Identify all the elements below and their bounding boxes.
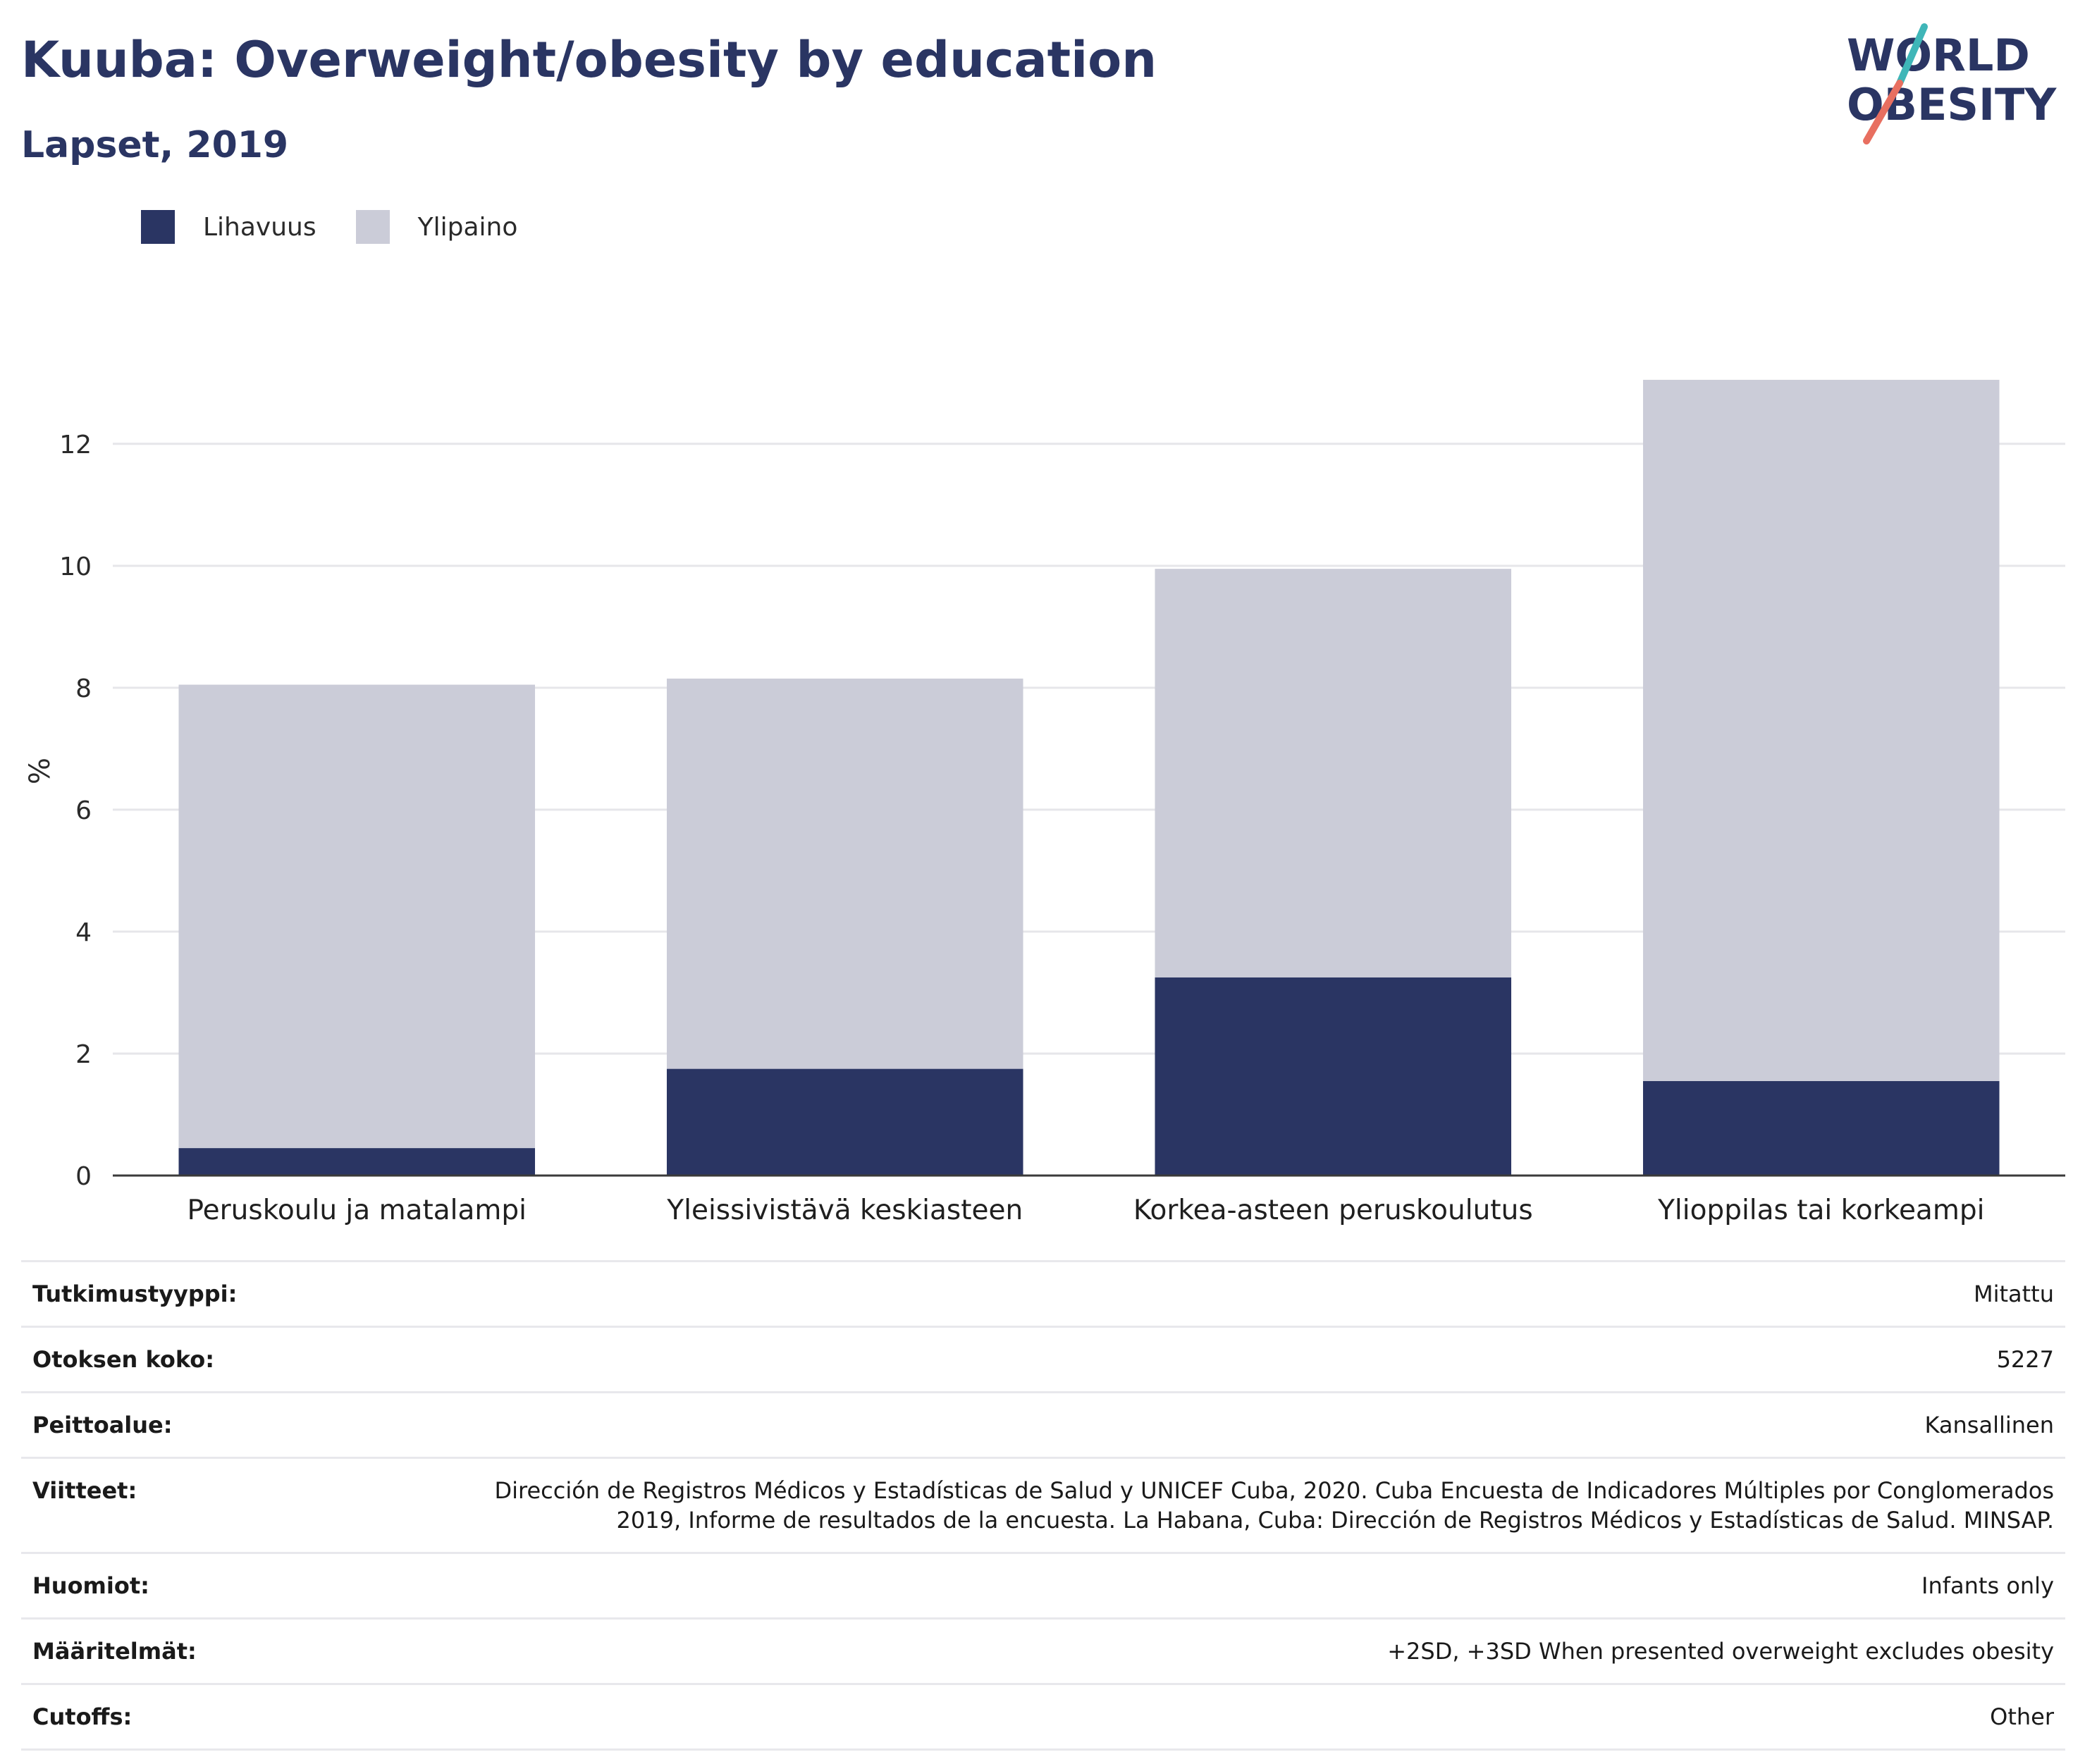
logo-text-obesity: OBESITY	[1847, 79, 2057, 130]
info-key: Huomiot:	[32, 1572, 149, 1599]
info-key: Tutkimustyyppi:	[32, 1281, 238, 1307]
info-value: Mitattu	[1973, 1281, 2054, 1307]
info-row: Huomiot: Infants only	[21, 1554, 2065, 1620]
y-tick-label: 12	[59, 431, 92, 459]
chart-subtitle: Lapset, 2019	[21, 124, 289, 166]
info-value: Infants only	[1921, 1572, 2054, 1599]
info-row: Cutoffs: Other	[21, 1685, 2065, 1751]
info-value: 5227	[1996, 1346, 2054, 1373]
y-tick-label: 4	[75, 918, 92, 947]
info-row: Peittoalue: Kansallinen	[21, 1393, 2065, 1459]
info-value: Other	[1990, 1703, 2054, 1730]
bar-lihavuus-4	[1642, 1080, 2000, 1176]
y-tick-label: 6	[75, 796, 92, 825]
y-tick-label: 2	[75, 1040, 92, 1069]
legend-swatch-ylipaino	[355, 210, 390, 244]
logo-text-world: WORLD	[1847, 30, 2030, 81]
info-value: +2SD, +3SD When presented overweight exc…	[1387, 1638, 2054, 1665]
y-tick-label: 8	[75, 674, 92, 703]
bar-ylipaino-3	[1155, 569, 1512, 977]
y-tick-label: 0	[75, 1162, 92, 1191]
info-row: Tutkimustyyppi: Mitattu	[21, 1262, 2065, 1328]
y-tick-label: 10	[59, 553, 92, 581]
info-row: Viitteet: Dirección de Registros Médicos…	[21, 1459, 2065, 1554]
logo-slash-teal	[1896, 23, 1928, 87]
info-row: Otoksen koko: 5227	[21, 1328, 2065, 1393]
bar-ylipaino-2	[666, 678, 1023, 1069]
x-tick-label: Yleissivistävä keskiasteen	[666, 1195, 1023, 1226]
bar-lihavuus-3	[1155, 977, 1512, 1176]
legend-swatch-lihavuus	[141, 210, 175, 244]
info-key: Otoksen koko:	[32, 1346, 215, 1373]
bar-ylipaino-4	[1642, 379, 2000, 1081]
world-obesity-logo: WORLD OBESITY	[1847, 23, 2057, 144]
legend-label-lihavuus: Lihavuus	[203, 212, 316, 242]
info-key: Määritelmät:	[32, 1638, 197, 1665]
info-row: Määritelmät: +2SD, +3SD When presented o…	[21, 1620, 2065, 1685]
info-value: Dirección de Registros Médicos y Estadís…	[494, 1477, 2054, 1534]
chart-title: Kuuba: Overweight/obesity by education	[21, 31, 1157, 89]
info-value: Kansallinen	[1924, 1412, 2054, 1438]
legend: Lihavuus Ylipaino	[141, 209, 557, 245]
info-key: Cutoffs:	[32, 1703, 133, 1730]
info-key: Viitteet:	[32, 1477, 137, 1504]
legend-label-ylipaino: Ylipaino	[417, 212, 518, 242]
info-table: Tutkimustyyppi: Mitattu Otoksen koko: 52…	[21, 1260, 2065, 1751]
info-key: Peittoalue:	[32, 1412, 173, 1438]
x-tick-label: Ylioppilas tai korkeampi	[1657, 1195, 1984, 1226]
bar-lihavuus-1	[178, 1148, 536, 1176]
x-tick-label: Peruskoulu ja matalampi	[187, 1195, 527, 1226]
legend-item-ylipaino[interactable]: Ylipaino	[355, 210, 518, 244]
y-axis-label: %	[24, 758, 56, 784]
bar-lihavuus-2	[666, 1068, 1023, 1176]
logo-slash-coral	[1863, 80, 1903, 144]
bar-ylipaino-1	[178, 684, 536, 1149]
bar-chart: 0 2 4 6 8 10 12% Peruskoulu ja matalampi Yleissi…	[24, 379, 2065, 1226]
x-tick-label: Korkea-asteen peruskoulutus	[1133, 1195, 1533, 1226]
legend-item-lihavuus[interactable]: Lihavuus	[141, 210, 316, 244]
